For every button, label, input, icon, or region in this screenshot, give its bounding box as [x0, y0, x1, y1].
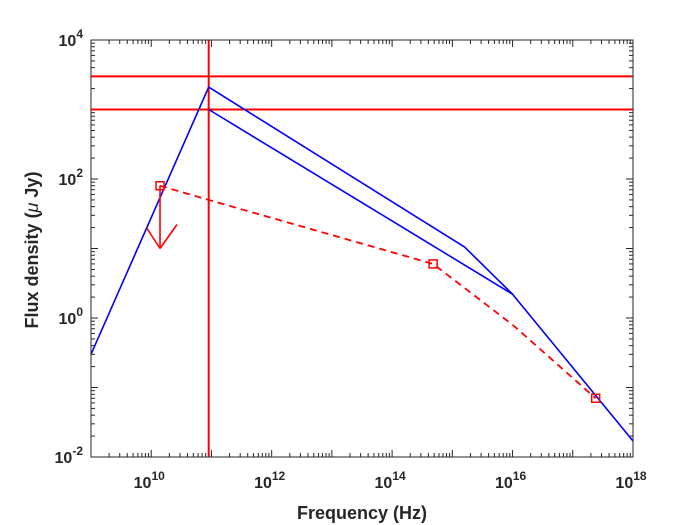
y-axis-title-suffix: Jy) — [22, 172, 42, 203]
data-point-marker — [155, 180, 165, 191]
y-tick-label: 102 — [59, 166, 84, 189]
y-tick-label: 10-2 — [55, 444, 84, 467]
y-axis-title-mu: μ — [22, 202, 42, 213]
upper-limit-arrow-head-right — [159, 224, 178, 249]
series-line-model-lower — [208, 108, 513, 295]
chart-plot-area — [90, 40, 634, 457]
plot-frame — [90, 39, 634, 458]
upper-limit-arrow-head-left — [146, 228, 161, 249]
x-tick-label: 1018 — [615, 469, 646, 492]
y-tick-label: 104 — [59, 27, 84, 50]
chart-ticks — [90, 39, 634, 458]
x-tick-label: 1016 — [495, 469, 526, 492]
x-axis-title: Frequency (Hz) — [297, 503, 427, 523]
y-axis-title-prefix: Flux density ( — [22, 212, 42, 328]
data-point-marker — [590, 393, 601, 404]
x-tick-label: 1010 — [134, 469, 165, 492]
x-tick-label: 1012 — [254, 469, 285, 492]
data-point-marker — [428, 259, 438, 269]
x-tick-label: 1014 — [375, 469, 406, 492]
y-tick-label: 100 — [59, 305, 84, 328]
y-axis-title: Flux density (μ Jy) — [22, 172, 42, 329]
tick-labels: 1010 1012 1014 1016 1018 10-2 100 102 104 — [55, 27, 647, 492]
series-line-model-upper — [90, 86, 634, 442]
series-line-observed-sed — [159, 184, 597, 399]
